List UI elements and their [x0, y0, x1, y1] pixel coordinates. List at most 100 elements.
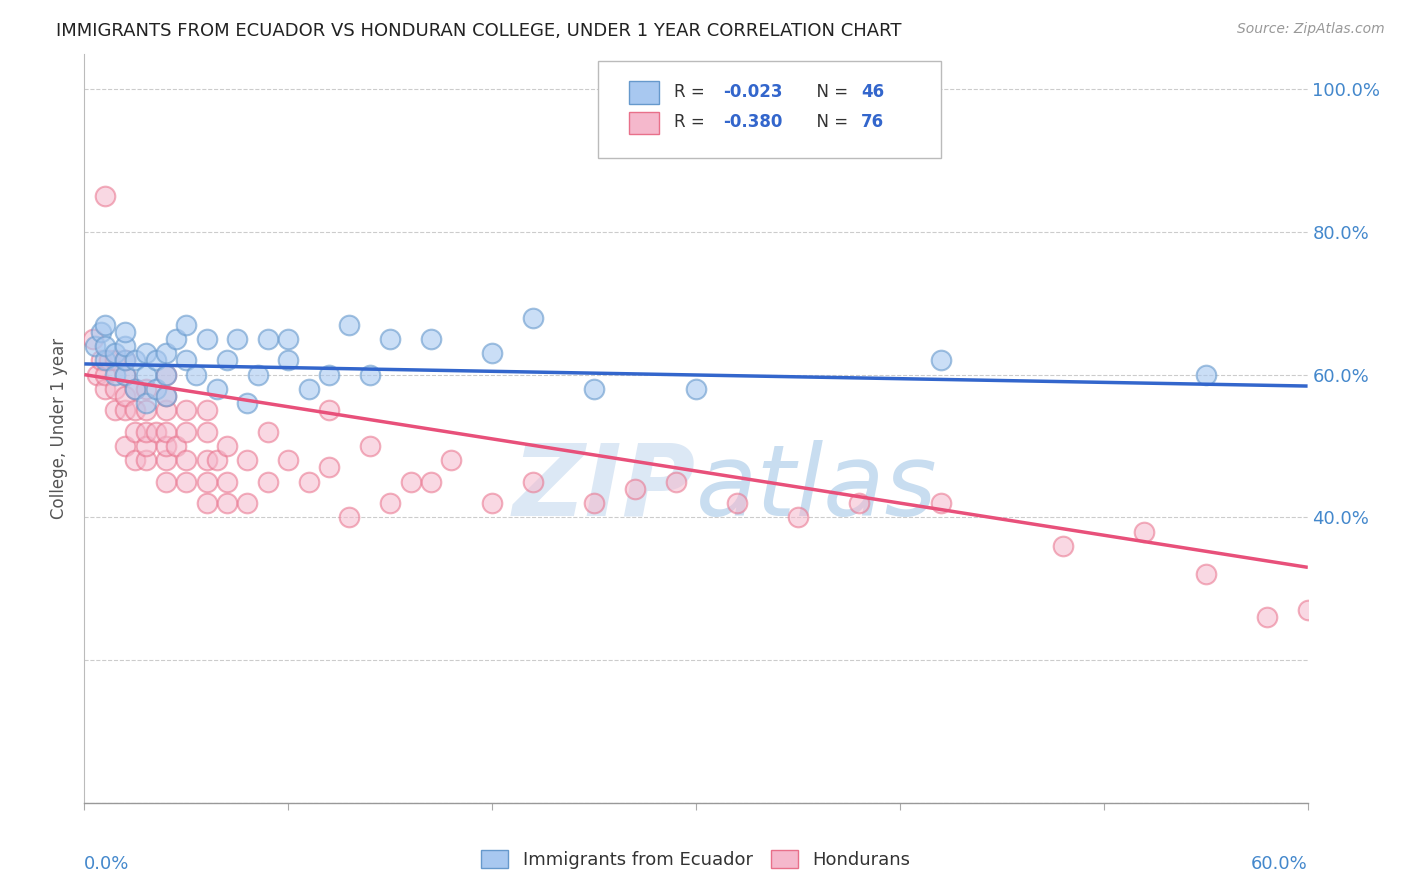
Text: N =: N =: [806, 113, 853, 131]
Text: R =: R =: [673, 113, 710, 131]
Point: [145, 382, 167, 396]
Point: [236, 453, 259, 467]
Bar: [628, 112, 659, 135]
Point: [359, 368, 381, 382]
Y-axis label: College, Under 1 year: College, Under 1 year: [51, 337, 69, 519]
Point: [186, 368, 208, 382]
Point: [257, 425, 280, 439]
Point: [104, 368, 127, 382]
Point: [114, 325, 136, 339]
Point: [97, 353, 120, 368]
Point: [685, 382, 707, 396]
Point: [420, 475, 443, 489]
Point: [440, 453, 463, 467]
Point: [583, 496, 606, 510]
Point: [114, 439, 136, 453]
Point: [1195, 368, 1218, 382]
Point: [1296, 603, 1319, 617]
Point: [155, 425, 177, 439]
Point: [145, 353, 167, 368]
Legend: Immigrants from Ecuador, Hondurans: Immigrants from Ecuador, Hondurans: [474, 842, 918, 876]
Point: [420, 332, 443, 346]
Point: [298, 475, 321, 489]
Point: [135, 382, 157, 396]
Point: [155, 403, 177, 417]
Point: [624, 482, 647, 496]
Point: [380, 332, 402, 346]
Point: [155, 389, 177, 403]
Point: [318, 368, 340, 382]
Point: [195, 496, 218, 510]
Point: [104, 403, 127, 417]
Point: [124, 425, 146, 439]
Point: [124, 382, 146, 396]
Point: [380, 496, 402, 510]
Point: [135, 346, 157, 360]
Point: [155, 439, 177, 453]
Point: [481, 346, 503, 360]
Point: [155, 389, 177, 403]
Point: [93, 318, 115, 332]
Point: [174, 425, 197, 439]
Point: [1337, 624, 1360, 639]
Text: 46: 46: [860, 83, 884, 101]
Point: [93, 353, 115, 368]
Point: [165, 439, 187, 453]
Text: 60.0%: 60.0%: [1251, 855, 1308, 873]
Text: N =: N =: [806, 83, 853, 101]
Point: [725, 496, 748, 510]
Point: [135, 403, 157, 417]
Point: [339, 318, 361, 332]
Point: [174, 318, 197, 332]
Point: [277, 332, 299, 346]
Point: [114, 389, 136, 403]
Point: [135, 425, 157, 439]
Point: [318, 460, 340, 475]
Point: [93, 189, 115, 203]
Point: [929, 496, 952, 510]
Point: [135, 453, 157, 467]
Point: [399, 475, 422, 489]
Point: [165, 332, 187, 346]
Text: ZIP: ZIP: [513, 440, 696, 537]
Point: [93, 368, 115, 382]
Point: [1399, 610, 1406, 624]
Point: [114, 403, 136, 417]
Point: [93, 339, 115, 353]
Point: [929, 353, 952, 368]
Point: [155, 346, 177, 360]
Point: [257, 332, 280, 346]
Point: [1052, 539, 1074, 553]
Point: [195, 332, 218, 346]
Point: [1195, 567, 1218, 582]
Point: [174, 353, 197, 368]
Point: [124, 403, 146, 417]
Point: [522, 475, 544, 489]
Point: [217, 496, 239, 510]
Point: [665, 475, 688, 489]
Point: [104, 346, 127, 360]
Point: [114, 368, 136, 382]
Point: [114, 353, 136, 368]
Point: [257, 475, 280, 489]
Point: [195, 453, 218, 467]
Point: [135, 396, 157, 410]
Point: [104, 353, 127, 368]
Point: [124, 382, 146, 396]
Point: [82, 332, 104, 346]
Point: [114, 353, 136, 368]
Text: -0.380: -0.380: [723, 113, 782, 131]
Point: [174, 403, 197, 417]
Text: 0.0%: 0.0%: [84, 855, 129, 873]
Text: -0.023: -0.023: [723, 83, 782, 101]
Point: [104, 382, 127, 396]
Point: [359, 439, 381, 453]
Point: [155, 368, 177, 382]
Point: [205, 453, 228, 467]
Point: [145, 425, 167, 439]
Point: [114, 368, 136, 382]
Bar: [628, 81, 659, 103]
Point: [339, 510, 361, 524]
Point: [86, 368, 108, 382]
Point: [135, 439, 157, 453]
